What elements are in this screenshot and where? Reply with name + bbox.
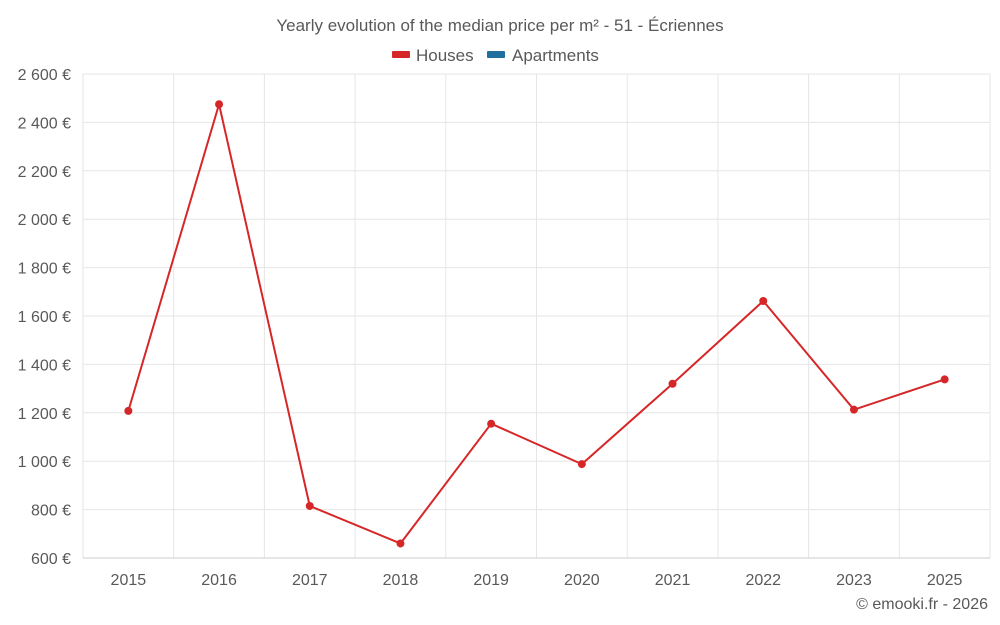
credit-text: © emooki.fr - 2026 <box>856 596 988 613</box>
x-tick-label: 2025 <box>927 572 963 589</box>
y-tick-label: 1 200 € <box>18 406 71 423</box>
legend-swatch-apartments <box>487 51 505 58</box>
y-tick-label: 2 600 € <box>18 67 71 84</box>
legend[interactable]: Houses Apartments <box>392 46 599 65</box>
series-houses <box>124 100 949 548</box>
y-tick-label: 800 € <box>31 503 71 520</box>
y-tick-label: 1 400 € <box>18 357 71 374</box>
x-tick-label: 2022 <box>745 572 781 589</box>
y-tick-label: 2 400 € <box>18 115 71 132</box>
data-point-houses-2025[interactable] <box>940 375 949 384</box>
y-tick-label: 1 800 € <box>18 261 71 278</box>
legend-label-houses: Houses <box>416 46 474 65</box>
data-point-houses-2017[interactable] <box>305 501 314 510</box>
data-point-houses-2021[interactable] <box>668 379 677 388</box>
x-tick-label: 2023 <box>836 572 872 589</box>
legend-item-houses[interactable]: Houses <box>392 46 474 65</box>
data-point-houses-2022[interactable] <box>759 296 768 305</box>
y-tick-label: 1 600 € <box>18 309 71 326</box>
legend-swatch-houses <box>392 51 410 58</box>
y-tick-label: 600 € <box>31 551 71 568</box>
x-tick-label: 2021 <box>655 572 691 589</box>
legend-item-apartments[interactable]: Apartments <box>487 46 599 65</box>
x-tick-label: 2019 <box>473 572 509 589</box>
legend-label-apartments: Apartments <box>512 46 599 65</box>
data-point-houses-2016[interactable] <box>215 100 224 109</box>
data-point-houses-2019[interactable] <box>487 419 496 428</box>
chart-title: Yearly evolution of the median price per… <box>276 16 723 35</box>
x-tick-label: 2017 <box>292 572 328 589</box>
grid <box>82 73 991 559</box>
y-tick-label: 2 000 € <box>18 212 71 229</box>
x-tick-label: 2018 <box>383 572 419 589</box>
series-line-houses <box>127 103 945 545</box>
data-point-houses-2018[interactable] <box>396 539 405 548</box>
x-tick-label: 2020 <box>564 572 600 589</box>
x-tick-label: 2015 <box>111 572 147 589</box>
y-tick-label: 1 000 € <box>18 454 71 471</box>
y-tick-label: 2 200 € <box>18 164 71 181</box>
data-point-houses-2020[interactable] <box>577 460 586 469</box>
axes: 600 € 800 € 1 000 € 1 200 € 1 400 € 1 600 € 1 … <box>18 67 990 589</box>
x-tick-label: 2016 <box>201 572 237 589</box>
data-point-houses-2023[interactable] <box>849 405 858 414</box>
data-point-houses-2015[interactable] <box>124 406 133 415</box>
